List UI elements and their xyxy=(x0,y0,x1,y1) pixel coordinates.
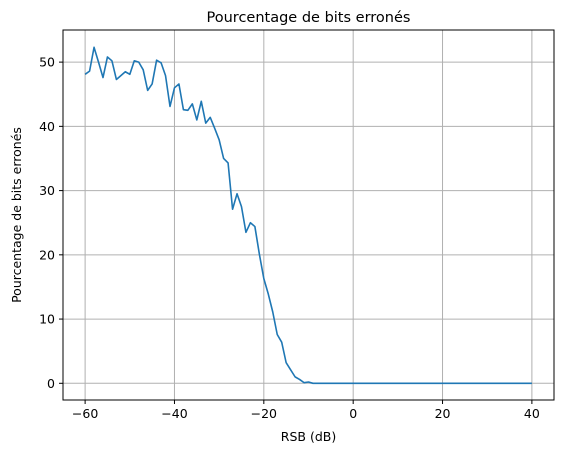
x-tick-label: 20 xyxy=(435,406,451,421)
x-axis-title: RSB (dB) xyxy=(281,429,336,444)
grid xyxy=(63,30,554,400)
x-tick-label: −60 xyxy=(72,406,98,421)
y-tick-label: 40 xyxy=(39,119,55,134)
y-tick-label: 0 xyxy=(47,376,55,391)
y-tick-label: 10 xyxy=(39,312,55,327)
x-tick-label: 40 xyxy=(524,406,540,421)
y-axis-title: Pourcentage de bits erronés xyxy=(9,127,24,303)
ticks: −60 −40 −20 0 20 40 0 10 20 30 40 50 xyxy=(39,55,540,421)
y-tick-label: 50 xyxy=(39,55,55,70)
series-layer xyxy=(84,46,532,385)
x-tick-label: −40 xyxy=(161,406,187,421)
series-line xyxy=(84,46,532,385)
y-tick-label: 20 xyxy=(39,247,55,262)
x-tick-label: 0 xyxy=(349,406,357,421)
plot-frame xyxy=(62,29,555,401)
x-tick-label: −20 xyxy=(251,406,277,421)
chart-title: Pourcentage de bits erronés xyxy=(207,10,411,26)
y-tick-label: 30 xyxy=(39,183,55,198)
